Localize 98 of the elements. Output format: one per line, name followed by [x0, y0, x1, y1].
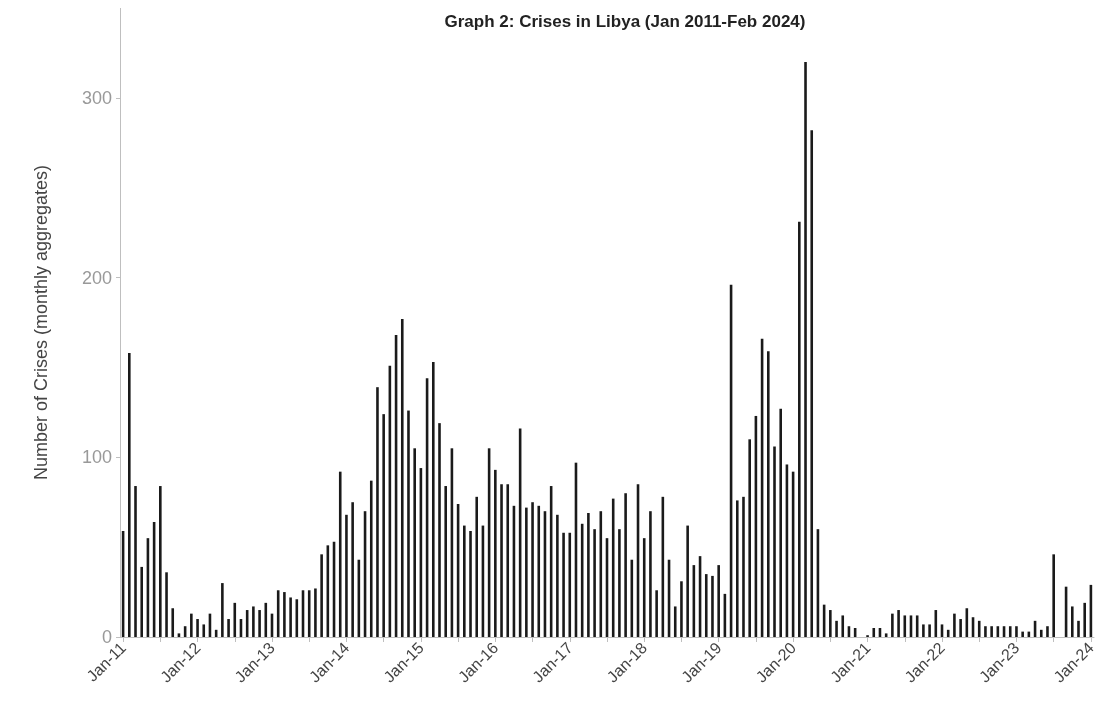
bar — [351, 502, 354, 637]
bar — [748, 439, 751, 637]
bar — [376, 387, 379, 637]
bar — [369, 480, 373, 637]
bar — [531, 502, 534, 637]
bar — [984, 626, 987, 637]
bar — [1046, 626, 1049, 637]
bar — [159, 486, 162, 637]
bar — [252, 606, 255, 637]
bar — [140, 566, 144, 637]
bar — [618, 529, 621, 637]
bar — [345, 514, 348, 637]
bar — [897, 610, 900, 637]
bar — [767, 351, 770, 637]
bar — [872, 628, 876, 637]
bar — [990, 626, 993, 637]
bar — [463, 525, 466, 637]
bar — [841, 615, 845, 637]
bar — [221, 583, 224, 637]
bar — [773, 446, 776, 637]
bar — [314, 588, 317, 637]
bar — [711, 575, 714, 637]
bar — [642, 538, 646, 637]
bar — [1083, 602, 1086, 637]
bar — [735, 500, 739, 637]
bar — [1015, 626, 1018, 637]
bar — [1008, 626, 1012, 637]
bar — [953, 613, 956, 637]
bar — [537, 505, 541, 637]
bar — [202, 624, 206, 637]
bar — [134, 486, 137, 637]
bar — [562, 532, 565, 637]
bar — [165, 572, 168, 637]
bar — [475, 496, 479, 637]
y-tick-label: 0 — [101, 627, 112, 647]
bar — [525, 507, 528, 637]
y-axis-title: Number of Crises (monthly aggregates) — [31, 164, 51, 481]
bar — [977, 620, 981, 637]
bar — [1021, 631, 1024, 637]
bar — [171, 608, 175, 637]
bar — [413, 448, 416, 637]
bar — [655, 590, 658, 637]
bar — [128, 353, 131, 637]
bar — [673, 606, 677, 637]
bar — [190, 613, 193, 637]
bar — [431, 362, 435, 637]
bar — [835, 620, 838, 637]
bar — [1052, 554, 1055, 637]
bar — [258, 610, 261, 637]
bar — [320, 554, 323, 637]
bar — [407, 410, 410, 637]
bar — [959, 619, 962, 637]
bar — [1077, 620, 1080, 637]
bar — [704, 574, 708, 637]
bar — [289, 597, 292, 637]
bar — [307, 590, 311, 637]
chart-title: Graph 2: Crises in Libya (Jan 2011-Feb 2024) — [444, 12, 806, 31]
bar — [264, 602, 268, 637]
bar — [500, 484, 503, 637]
bar — [196, 619, 199, 637]
bar — [829, 610, 832, 637]
bar — [611, 498, 615, 637]
bar — [444, 486, 447, 637]
bar — [494, 469, 497, 637]
y-tick-label: 200 — [81, 267, 112, 288]
bar — [891, 613, 894, 637]
bar — [1070, 606, 1074, 637]
y-tick-label: 100 — [81, 447, 112, 468]
bar — [624, 493, 627, 637]
y-tick-label: 300 — [81, 87, 112, 108]
bar — [928, 624, 931, 637]
bar — [686, 525, 689, 637]
bar — [922, 624, 925, 637]
bar — [587, 513, 590, 637]
bar — [556, 514, 559, 637]
bar — [680, 581, 683, 637]
bar — [568, 532, 572, 637]
bar — [469, 530, 472, 637]
bar — [400, 318, 404, 637]
bar — [649, 511, 652, 637]
bar — [599, 511, 603, 637]
bar — [233, 602, 237, 637]
bar — [804, 61, 807, 637]
bar — [506, 484, 510, 637]
bar — [438, 423, 441, 637]
bar — [779, 408, 783, 637]
bar — [742, 496, 745, 637]
bar — [903, 615, 907, 637]
bar — [227, 619, 230, 637]
bar — [382, 414, 385, 637]
bar — [717, 565, 720, 637]
bar — [593, 529, 596, 637]
bar — [1039, 629, 1043, 637]
bar — [798, 221, 801, 637]
bar — [946, 629, 950, 637]
bar — [810, 130, 814, 637]
bar — [283, 592, 286, 637]
bar — [338, 471, 342, 637]
